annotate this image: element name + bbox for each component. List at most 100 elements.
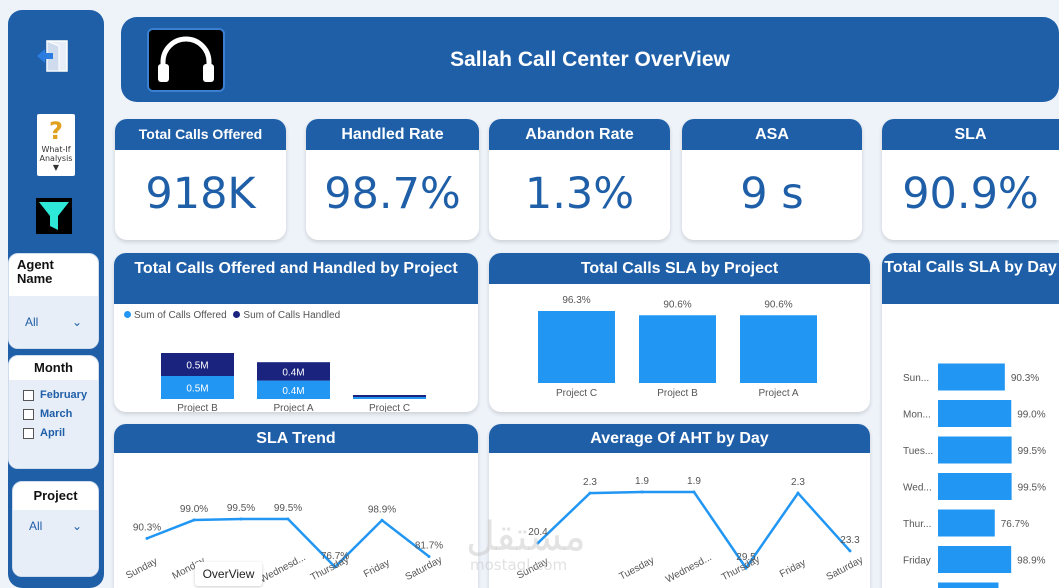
kpi-label: ASA [682,119,862,150]
kpi-value: 918K [145,169,256,219]
bar-offered [161,376,234,399]
kpi-asa: ASA 9 s [682,119,862,240]
sla-by-project-chart: Total Calls SLA by Project 96.3% Project … [489,253,870,412]
month-slicer-label: Month [9,356,98,380]
data-label: 99.5% [274,503,302,514]
data-label: 99.0% [1017,410,1045,421]
bar [740,315,817,383]
month-slicer: Month February March April [8,355,99,469]
exit-icon[interactable] [34,37,72,75]
month-option-label: March [40,408,73,420]
bar-offered [257,380,330,399]
data-point [427,554,431,558]
kpi-abandon-rate: Abandon Rate 1.3% [489,119,670,240]
question-icon: ? [49,117,63,145]
agent-slicer-label: Agent Name [9,254,98,296]
headset-icon [147,28,225,92]
data-label: 99.5% [1018,483,1046,494]
data-point [192,518,196,522]
kpi-total-calls-offered: Total Calls Offered 918K [115,119,286,240]
bar [538,311,615,383]
bar [938,363,1005,391]
kpi-value: 90.9% [902,169,1039,219]
kpi-value: 98.7% [324,169,461,219]
data-point [536,541,540,545]
project-dropdown[interactable]: All ⌄ [13,510,98,576]
data-label: 76.7% [321,551,349,562]
checkbox[interactable] [23,427,34,439]
checkbox[interactable] [23,389,34,401]
checkbox[interactable] [23,408,34,420]
agent-dropdown[interactable]: All ⌄ [9,296,98,348]
tab-overview[interactable]: OverView [195,562,262,586]
kpi-handled-rate: Handled Rate 98.7% [306,119,479,240]
what-if-analysis-button[interactable]: ? What-If Analysis ▼ [37,114,75,176]
bar [639,315,716,383]
data-label: 0.4M [282,367,304,378]
data-label: 90.3% [133,522,161,533]
data-point [286,517,290,521]
tick-label: Wednesd... [664,552,714,585]
chart-title: Average Of AHT by Day [489,424,870,453]
data-point [744,566,748,570]
data-label: 90.3% [1011,373,1039,384]
data-label: 96.3% [562,295,590,306]
legend-dot-handled [233,311,241,318]
data-label: 0.4M [282,386,304,397]
sla-trend-plot: 90.3%Sunday99.0%Monday99.5%day99.5%Wedne… [124,503,444,585]
data-label: 99.5% [1018,446,1046,457]
data-label: 99.5% [227,503,255,514]
data-point [239,517,243,521]
data-label: 98.9% [1017,556,1045,567]
data-label: 81.7% [415,540,443,551]
bar [938,473,1012,500]
tick-label: Project C [556,388,597,399]
tick-label: Tues... [903,446,933,457]
kpi-label: Abandon Rate [489,119,670,150]
data-point [692,490,696,494]
tick-label: Friday [362,557,392,580]
filter-icon[interactable] [34,196,74,236]
tick-label: Project A [273,403,313,412]
chevron-down-icon: ⌄ [71,519,82,533]
tick-label: Project B [177,403,218,412]
legend-offered: Sum of Calls Offered [134,310,227,321]
tick-label: Friday [778,557,808,580]
kpi-label: SLA [882,119,1059,150]
bar-handled [257,362,330,381]
data-label: 90.6% [764,299,792,310]
tick-label: Project C [369,403,410,412]
watermark: مستقل [466,514,586,560]
kpi-label: Total Calls Offered [115,119,286,150]
offered-handled-plot: 0.5M 0.5M Project B 0.4M 0.4M Project A Projec… [161,353,426,412]
sla-by-project-plot: 96.3% Project C 90.6% Project B 90.6% Project… [538,295,817,399]
bar-handled [161,353,234,376]
agent-name-slicer: Agent Name All ⌄ [8,253,99,349]
tick-label: Project B [657,388,698,399]
month-option-label: April [40,427,66,439]
sla-by-day-plot: Sun... 90.3% Mon... 99.0% Tues... 99.5% Wed...… [903,363,1046,588]
chevron-down-icon: ⌄ [71,315,82,329]
data-label: 90.6% [663,299,691,310]
month-option[interactable]: April [9,424,98,443]
page-title: Sallah Call Center OverView [450,48,730,71]
data-point [796,491,800,495]
tick-label: Wed... [903,483,932,494]
chart-legend: Sum of Calls Offered Sum of Calls Handle… [114,304,478,321]
bar [938,546,1012,573]
month-option[interactable]: February [9,386,98,405]
bar-handled [353,395,426,397]
month-option[interactable]: March [9,405,98,424]
kpi-label: Handled Rate [306,119,479,150]
data-label: 1.9 [687,476,701,487]
data-point [588,491,592,495]
kpi-value: 9 s [740,169,804,219]
kpi-value: 1.3% [524,169,635,219]
chart-title: Total Calls SLA by Project [489,253,870,284]
data-label: 29.5 [736,552,756,563]
data-label: 99.0% [180,504,208,515]
watermark-sub: mostaql.com [470,556,568,574]
data-label: 0.5M [186,361,208,372]
data-label: 23.3 [840,535,860,546]
tick-label: Wednesd... [258,552,308,585]
